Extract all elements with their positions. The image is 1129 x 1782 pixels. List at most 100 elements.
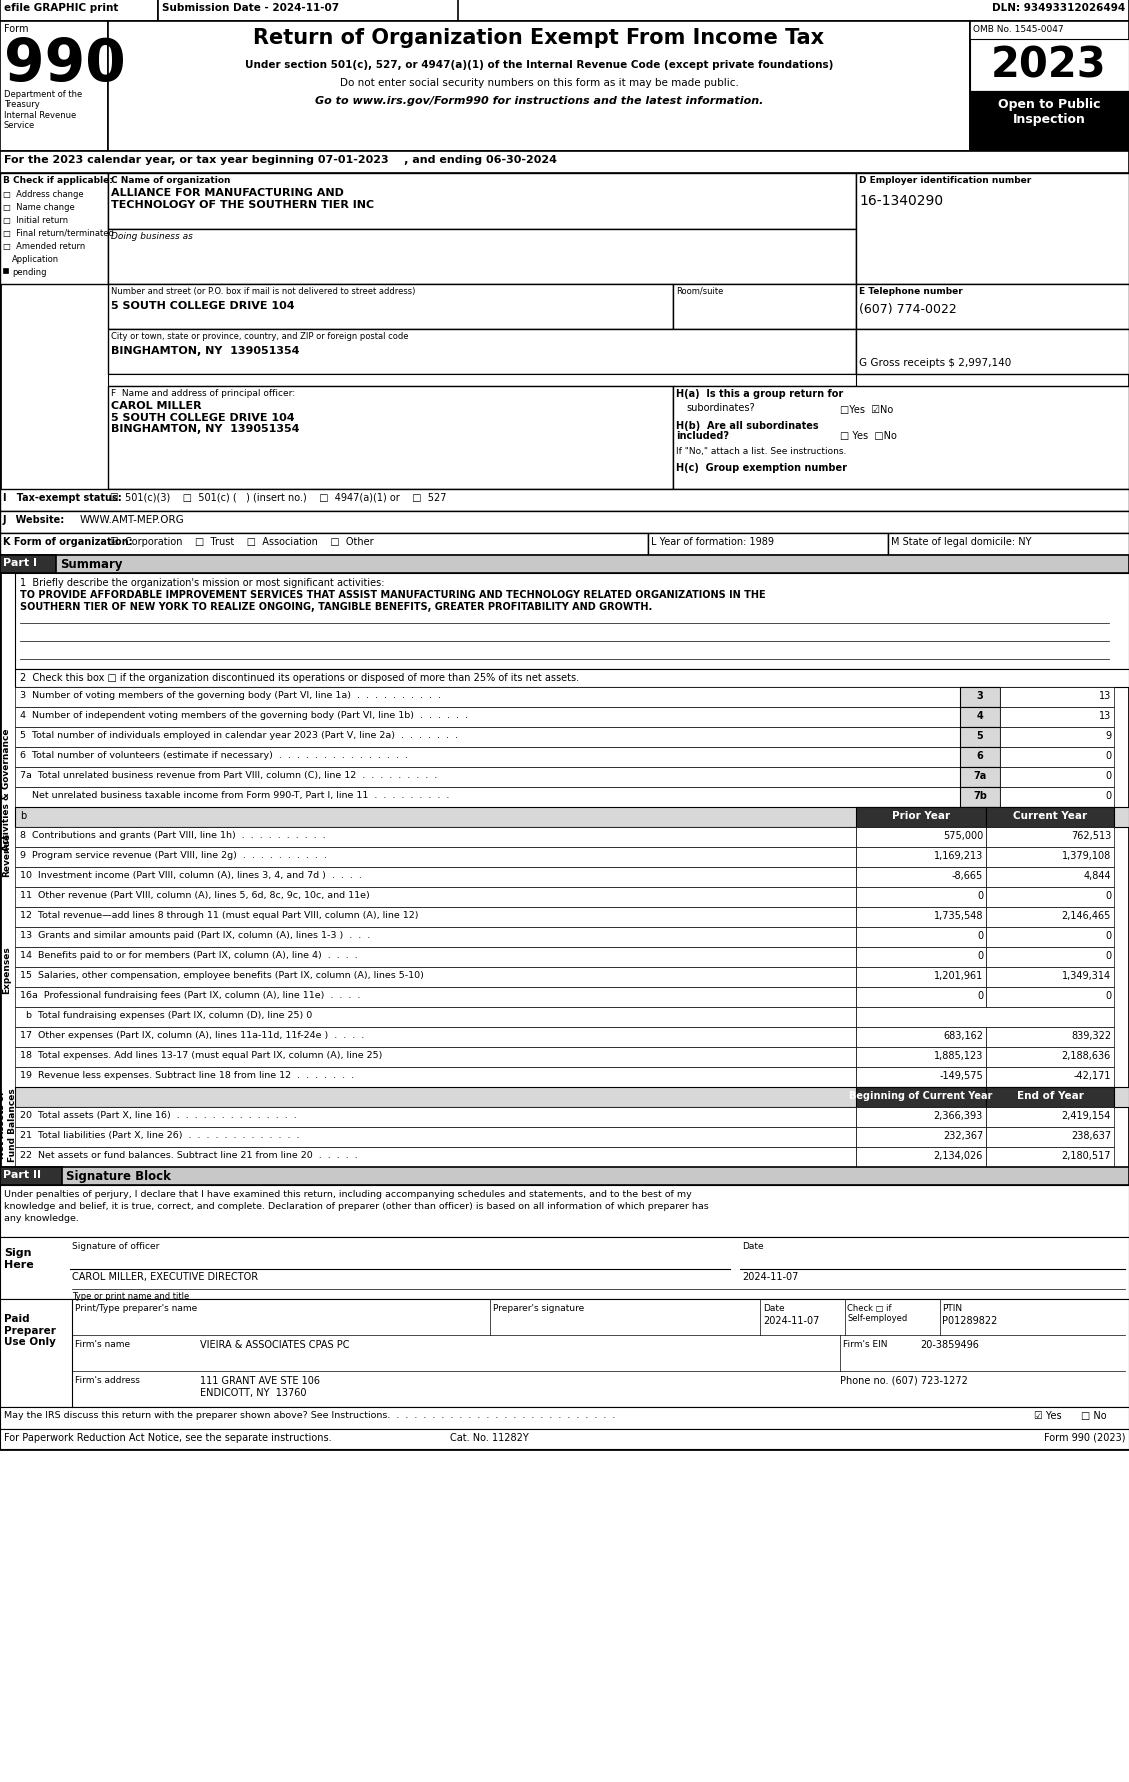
Text: 1,379,108: 1,379,108 (1061, 850, 1111, 861)
Bar (0, 0, 158, 21)
Bar (0, 490, 1129, 511)
Text: Phone no. (607) 723-1272: Phone no. (607) 723-1272 (840, 1376, 968, 1385)
Text: 2,419,154: 2,419,154 (1061, 1110, 1111, 1121)
Bar (856, 1148, 986, 1167)
Text: 238,637: 238,637 (1071, 1130, 1111, 1140)
Text: 2,146,465: 2,146,465 (1061, 911, 1111, 921)
Text: Do not enter social security numbers on this form as it may be made public.: Do not enter social security numbers on … (340, 78, 738, 87)
Text: 0: 0 (1105, 930, 1111, 941)
Text: Paid
Preparer
Use Only: Paid Preparer Use Only (5, 1313, 55, 1347)
Text: 13: 13 (1099, 711, 1111, 720)
Text: I   Tax-exempt status:: I Tax-exempt status: (3, 494, 122, 503)
Bar (0, 175, 108, 285)
Bar (856, 948, 986, 968)
Text: CAROL MILLER, EXECUTIVE DIRECTOR: CAROL MILLER, EXECUTIVE DIRECTOR (72, 1271, 259, 1281)
Text: Number and street (or P.O. box if mail is not delivered to street address): Number and street (or P.O. box if mail i… (111, 287, 415, 296)
Bar (960, 788, 1000, 807)
Text: ENDICOTT, NY  13760: ENDICOTT, NY 13760 (200, 1386, 306, 1397)
Bar (15, 670, 1129, 688)
Text: 7a: 7a (973, 770, 987, 781)
Text: K Form of organization:: K Form of organization: (3, 536, 132, 547)
Text: 2023: 2023 (991, 45, 1106, 86)
Bar (856, 1107, 986, 1128)
Text: □  Name change: □ Name change (3, 203, 75, 212)
Text: L Year of formation: 1989: L Year of formation: 1989 (651, 536, 774, 547)
Text: Sign
Here: Sign Here (5, 1247, 34, 1269)
Text: ☑  Corporation    □  Trust    □  Association    □  Other: ☑ Corporation □ Trust □ Association □ Ot… (110, 536, 374, 547)
Text: 3: 3 (977, 691, 983, 700)
Text: 12  Total revenue—add lines 8 through 11 (must equal Part VIII, column (A), line: 12 Total revenue—add lines 8 through 11 … (20, 911, 419, 920)
Text: Firm's name: Firm's name (75, 1340, 130, 1349)
Text: 14  Benefits paid to or for members (Part IX, column (A), line 4)  .  .  .  .: 14 Benefits paid to or for members (Part… (20, 950, 358, 959)
Text: 2,134,026: 2,134,026 (934, 1151, 983, 1160)
Bar (986, 907, 1114, 927)
Text: 19  Revenue less expenses. Subtract line 18 from line 12  .  .  .  .  .  .  .: 19 Revenue less expenses. Subtract line … (20, 1071, 355, 1080)
Text: 18  Total expenses. Add lines 13-17 (must equal Part IX, column (A), line 25): 18 Total expenses. Add lines 13-17 (must… (20, 1050, 383, 1060)
Text: F  Name and address of principal officer:: F Name and address of principal officer: (111, 388, 295, 397)
Text: 15  Salaries, other compensation, employee benefits (Part IX, column (A), lines : 15 Salaries, other compensation, employe… (20, 971, 423, 980)
Bar (108, 387, 673, 490)
Bar (986, 1028, 1114, 1048)
Bar (960, 688, 1000, 707)
Text: 2024-11-07: 2024-11-07 (763, 1315, 820, 1326)
Text: For Paperwork Reduction Act Notice, see the separate instructions.: For Paperwork Reduction Act Notice, see … (5, 1433, 332, 1442)
Text: Open to Public
Inspection: Open to Public Inspection (998, 98, 1101, 127)
Bar (960, 707, 1000, 727)
Text: (607) 774-0022: (607) 774-0022 (859, 303, 956, 315)
Bar (15, 1028, 856, 1048)
Bar (1000, 768, 1114, 788)
Text: 0: 0 (1105, 750, 1111, 761)
Text: TO PROVIDE AFFORDABLE IMPROVEMENT SERVICES THAT ASSIST MANUFACTURING AND TECHNOL: TO PROVIDE AFFORDABLE IMPROVEMENT SERVIC… (20, 590, 765, 601)
Bar (15, 1087, 1129, 1107)
Text: Net unrelated business taxable income from Form 990-T, Part I, line 11  .  .  . : Net unrelated business taxable income fr… (20, 791, 449, 800)
Text: Net Assets or
Fund Balances: Net Assets or Fund Balances (0, 1087, 17, 1162)
Text: 16-1340290: 16-1340290 (859, 194, 943, 208)
Bar (986, 1087, 1114, 1107)
Bar (1000, 707, 1114, 727)
Text: Doing business as: Doing business as (111, 232, 193, 241)
Bar (986, 887, 1114, 907)
Text: 0: 0 (1105, 791, 1111, 800)
Bar (970, 21, 1129, 151)
Bar (0, 151, 1129, 175)
Bar (15, 927, 856, 948)
Text: efile GRAPHIC print: efile GRAPHIC print (5, 4, 119, 12)
Bar (15, 727, 960, 748)
Text: -8,665: -8,665 (952, 871, 983, 880)
Bar (856, 1028, 986, 1048)
Text: C Name of organization: C Name of organization (111, 176, 230, 185)
Bar (108, 285, 673, 330)
Text: Room/suite: Room/suite (676, 287, 724, 296)
Bar (856, 907, 986, 927)
Bar (856, 827, 986, 848)
Bar (970, 93, 1129, 151)
Bar (889, 533, 1129, 556)
Text: Under section 501(c), 527, or 4947(a)(1) of the Internal Revenue Code (except pr: Under section 501(c), 527, or 4947(a)(1)… (245, 61, 833, 69)
Text: knowledge and belief, it is true, correct, and complete. Declaration of preparer: knowledge and belief, it is true, correc… (5, 1201, 709, 1210)
Bar (1000, 748, 1114, 768)
Bar (856, 968, 986, 987)
Text: □ No: □ No (1080, 1410, 1106, 1420)
Text: 5  Total number of individuals employed in calendar year 2023 (Part V, line 2a) : 5 Total number of individuals employed i… (20, 731, 458, 740)
Bar (0, 556, 56, 574)
Bar (856, 868, 986, 887)
Bar (986, 807, 1114, 827)
Bar (0, 1429, 1129, 1449)
Bar (15, 868, 856, 887)
Bar (960, 768, 1000, 788)
Text: □  Final return/terminated: □ Final return/terminated (3, 228, 114, 237)
Bar (15, 688, 960, 707)
Bar (108, 175, 856, 230)
Text: Part II: Part II (3, 1169, 41, 1180)
Bar (1000, 688, 1114, 707)
Text: Revenue: Revenue (2, 832, 11, 877)
Bar (108, 230, 856, 285)
Text: DLN: 93493312026494: DLN: 93493312026494 (991, 4, 1124, 12)
Bar (856, 1048, 986, 1067)
Bar (15, 1007, 856, 1028)
Text: Date: Date (763, 1303, 785, 1312)
Text: 2,188,636: 2,188,636 (1061, 1050, 1111, 1060)
Bar (648, 533, 889, 556)
Text: 6: 6 (977, 750, 983, 761)
Text: Form: Form (5, 23, 28, 34)
